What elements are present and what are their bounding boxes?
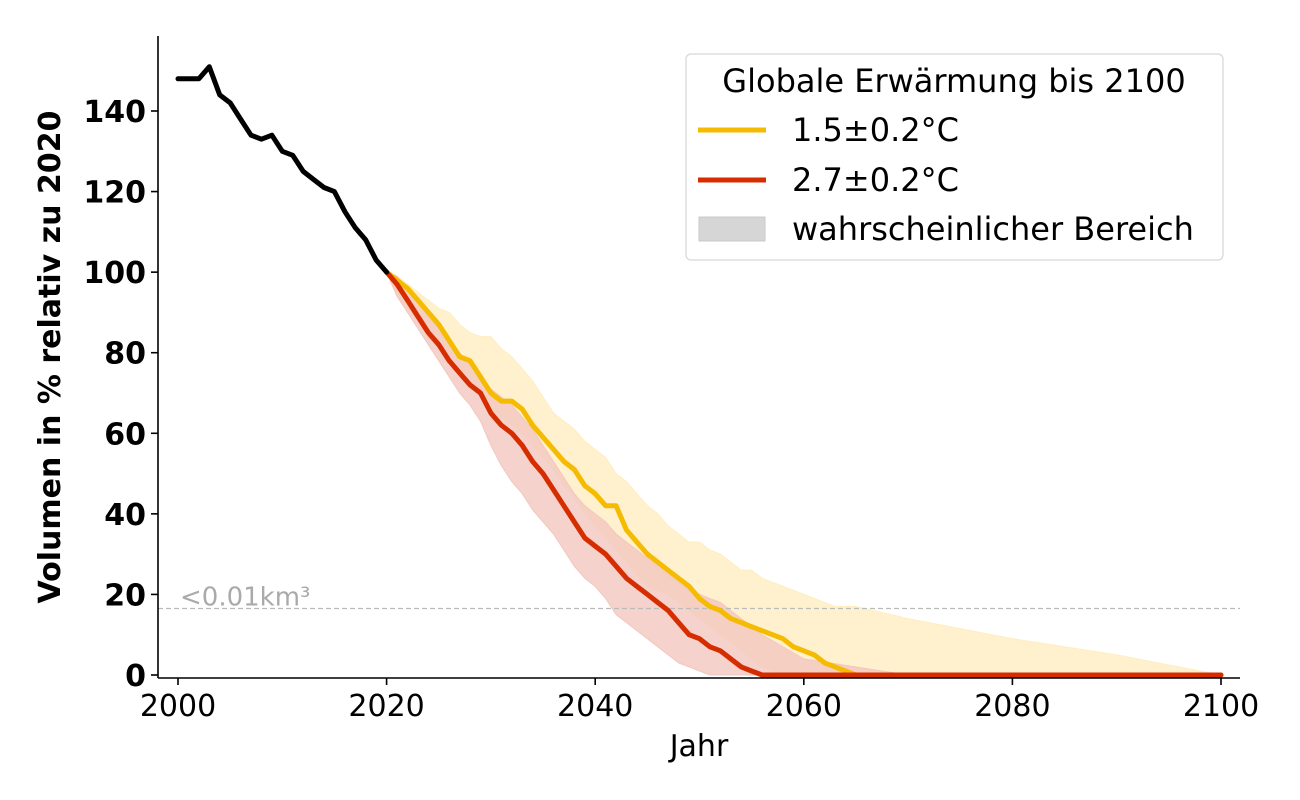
series-line-1-5-0-2-c	[384, 269, 1224, 678]
y-tick-label: 140	[83, 95, 146, 130]
x-tick-label: 2020	[348, 689, 424, 724]
legend-title: Globale Erwärmung bis 2100	[722, 62, 1185, 100]
y-tick-label: 40	[104, 498, 146, 533]
y-tick-label: 20	[104, 578, 146, 613]
y-tick-label: 120	[83, 176, 146, 211]
y-tick-label: 60	[104, 417, 146, 452]
axes: 2000 2020 2040 2060 2080 21000204060801001201…	[83, 36, 1259, 724]
x-axis-title: Jahr	[668, 729, 729, 764]
legend-label-2-7c: 2.7±0.2°C	[792, 161, 959, 199]
legend-label-1-5c: 1.5±0.2°C	[792, 111, 959, 149]
y-tick-label: 100	[83, 256, 146, 291]
x-tick-label: 2060	[766, 689, 842, 724]
threshold-label: <0.01km³	[180, 583, 310, 613]
x-tick-label: 2100	[1183, 689, 1259, 724]
x-tick-label: 2040	[557, 689, 633, 724]
y-tick-label: 0	[125, 659, 146, 694]
legend-swatch-likely-range	[698, 216, 766, 242]
legend-label-likely-range: wahrscheinlicher Bereich	[792, 210, 1194, 248]
y-axis-title: Volumen in % relativ zu 2020	[33, 111, 68, 604]
uncertainty-bands	[385, 271, 1222, 676]
series-lines	[175, 64, 1224, 678]
series-line-2-7-0-2-c	[384, 269, 1224, 678]
legend: Globale Erwärmung bis 2100 1.5±0.2°C 2.7…	[685, 53, 1224, 261]
x-tick-label: 2080	[974, 689, 1050, 724]
band-2-7-0-2-c	[385, 271, 1221, 676]
x-tick-label: 2000	[140, 689, 216, 724]
series-line-historical	[175, 64, 390, 275]
y-tick-label: 80	[104, 337, 146, 372]
legend-frame	[685, 53, 1224, 261]
